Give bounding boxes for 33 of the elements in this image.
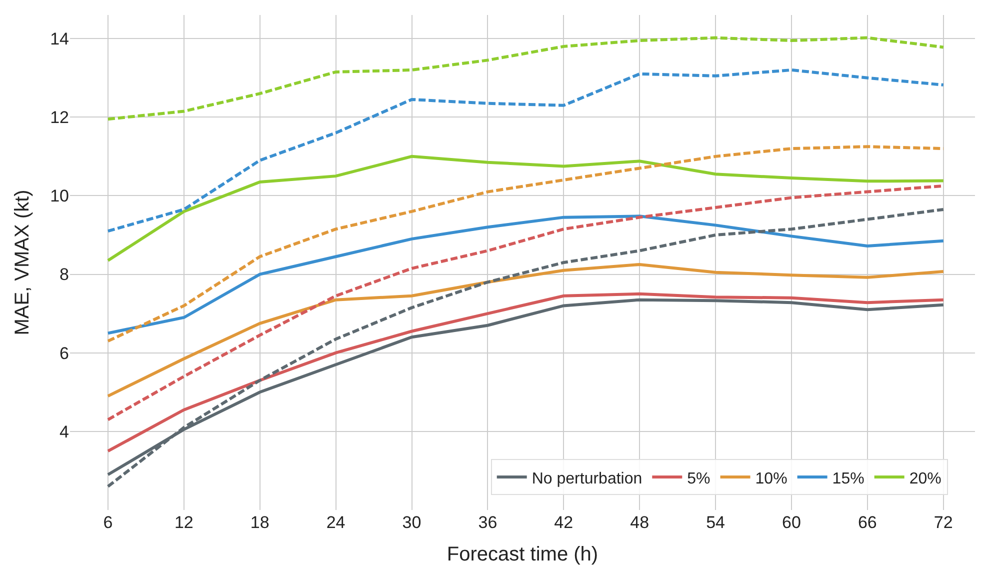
x-tick-label: 48: [630, 513, 650, 532]
legend-label: 5%: [687, 470, 710, 488]
line-series: [106, 292, 945, 453]
y-tick-label: 12: [50, 108, 69, 128]
x-tick-label: 60: [782, 513, 801, 532]
line-series: [106, 145, 945, 343]
x-tick-label: 54: [706, 513, 725, 532]
legend-label: 10%: [755, 470, 788, 488]
y-tick-label: 6: [60, 344, 69, 363]
line-series: [106, 68, 945, 233]
line-series: [106, 208, 945, 488]
legend-label: 20%: [909, 470, 942, 488]
y-axis-title: MAE, VMAX (kt): [12, 190, 34, 336]
x-tick-label: 18: [250, 513, 270, 532]
line-series: [106, 36, 945, 121]
legend-label: No perturbation: [532, 470, 642, 488]
x-tick-label: 36: [478, 513, 498, 532]
line-series: [106, 262, 945, 398]
y-tick-label: 10: [50, 186, 69, 206]
x-tick-label: 66: [858, 513, 877, 532]
x-tick-label: 6: [103, 513, 113, 532]
x-tick-label: 30: [402, 513, 422, 532]
x-axis-title: Forecast time (h): [446, 544, 598, 566]
y-tick-label: 14: [50, 30, 69, 49]
x-tick-label: 42: [554, 513, 574, 532]
line-series: [106, 214, 945, 335]
y-tick-label: 8: [60, 265, 69, 284]
line-series: [106, 154, 945, 262]
x-tick-label: 72: [934, 513, 953, 532]
y-tick-label: 4: [60, 422, 69, 442]
x-tick-label: 24: [326, 513, 346, 532]
x-tick-label: 12: [174, 513, 194, 532]
legend-label: 15%: [832, 470, 864, 488]
